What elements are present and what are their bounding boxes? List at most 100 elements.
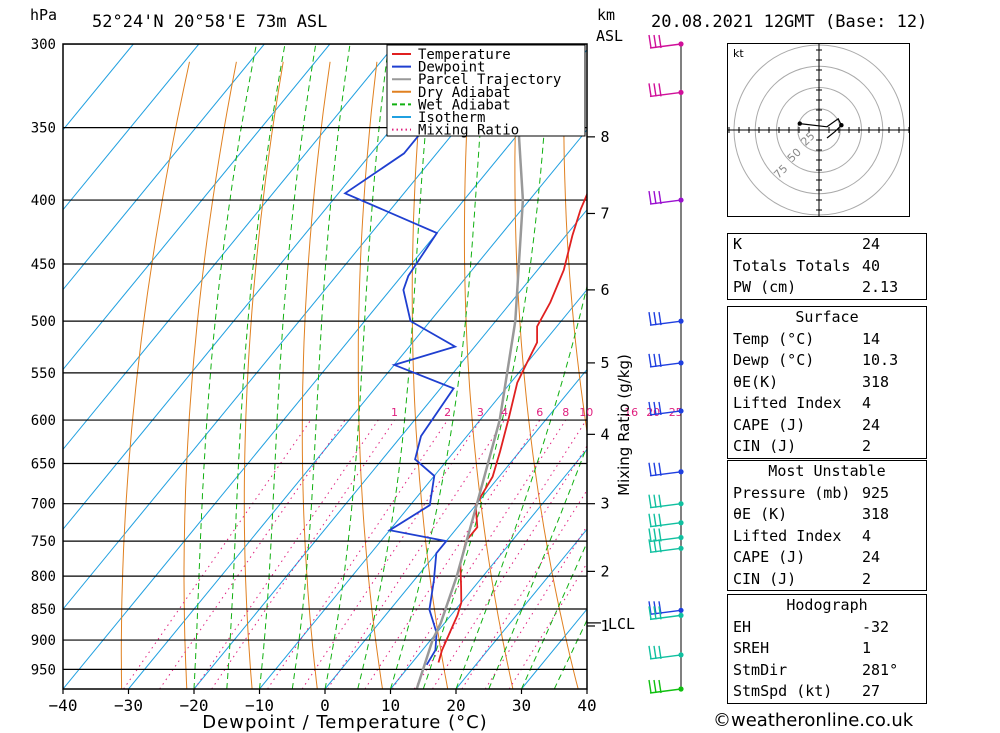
row-value: 40 xyxy=(862,256,881,275)
wet-adiabat-line xyxy=(455,284,587,689)
pressure-tick-label: 450 xyxy=(31,257,56,273)
dry-adiabat-line xyxy=(411,61,449,689)
legend-entry: Temperature xyxy=(418,47,511,63)
x-axis-label: Dewpoint / Temperature (°C) xyxy=(202,712,487,733)
row-value: 4 xyxy=(862,394,872,412)
x-tick-label: 20 xyxy=(446,696,465,715)
legend-entry: Parcel Trajectory xyxy=(418,72,561,88)
km-tick-label: 5 xyxy=(600,354,609,372)
dry-adiabat-line xyxy=(463,61,514,689)
km-tick-label: 3 xyxy=(600,495,609,513)
legend-entry: Wet Adiabat xyxy=(418,97,511,113)
most-unstable-table: Most Unstable Pressure (mb) 925 θE (K) 318 Li… xyxy=(727,460,927,591)
pressure-tick-label: 650 xyxy=(31,456,56,472)
wind-barb xyxy=(648,513,684,528)
hodograph-table: Hodograph EH -32 SREH 1 StmDir 281° StmSpd (kt)… xyxy=(727,594,927,704)
hodograph-trace xyxy=(799,117,843,139)
pressure-tick-label: 850 xyxy=(31,602,56,618)
dry-adiabat-line xyxy=(357,61,383,689)
table-row: StmSpd (kt) 27 xyxy=(728,681,926,703)
row-value: 2.13 xyxy=(862,278,899,296)
hodograph-point xyxy=(797,121,802,126)
row-value: -32 xyxy=(862,617,890,636)
row-value: 24 xyxy=(862,548,881,566)
mixing-ratio-line xyxy=(364,419,541,689)
row-label: CAPE (J) xyxy=(733,548,806,566)
wind-barb xyxy=(648,494,684,509)
mixing-ratio-label: 4 xyxy=(501,406,508,419)
wind-barb xyxy=(648,353,684,368)
row-label: θE (K) xyxy=(733,505,788,523)
row-label: CIN (J) xyxy=(733,437,797,455)
mixing-ratio-line xyxy=(413,419,587,689)
table-row: CIN (J) 2 xyxy=(728,436,926,458)
row-label: Lifted Index xyxy=(733,394,842,412)
mixing-ratio-label: 16 xyxy=(624,406,638,419)
hodograph-unit-label: kt xyxy=(733,47,744,60)
wet-adiabat-line xyxy=(259,44,317,689)
dry-adiabat-line xyxy=(986,62,1000,689)
index-row: PW (cm) 2.13 xyxy=(728,277,926,299)
mixing-ratio-line xyxy=(123,419,312,689)
mixing-ratio-line xyxy=(194,419,379,689)
legend-entry: Dry Adiabat xyxy=(418,85,511,101)
km-tick-label: 1 xyxy=(600,617,609,635)
row-value: 27 xyxy=(862,682,881,700)
row-label: θE(K) xyxy=(733,372,779,391)
isotherm-line xyxy=(193,208,587,689)
mixing-ratio-line xyxy=(461,489,587,689)
x-tick-label: −20 xyxy=(180,696,209,715)
wind-barb xyxy=(648,401,684,416)
table-row: Temp (°C) 14 xyxy=(728,329,926,351)
table-row: Dewp (°C) 10.3 xyxy=(728,350,926,372)
x-tick-label: −10 xyxy=(245,696,274,715)
x-tick-label: 0 xyxy=(320,696,330,715)
mixing-ratio-axis-label: Mixing Ratio (g/kg) xyxy=(615,354,633,496)
isotherm-line xyxy=(63,44,527,610)
table-row: CAPE (J) 24 xyxy=(728,415,926,437)
wet-adiabat-line xyxy=(291,44,351,689)
mixing-ratio-line xyxy=(327,419,505,689)
row-label: CAPE (J) xyxy=(733,415,806,434)
isotherm-line xyxy=(390,448,587,689)
x-tick-label: −30 xyxy=(114,696,143,715)
row-value: 2 xyxy=(862,437,872,455)
x-tick-label: 10 xyxy=(381,696,400,715)
indices-table: K 24 Totals Totals 40 PW (cm) 2.13 xyxy=(727,233,927,300)
legend-entry: Dewpoint xyxy=(418,60,485,76)
table-title: Surface xyxy=(795,308,859,326)
mixing-ratio-label: 6 xyxy=(536,406,543,419)
table-row: θE (K) 318 xyxy=(728,504,926,526)
index-row: Totals Totals 40 xyxy=(728,256,926,278)
row-value: 24 xyxy=(862,415,881,434)
table-row: θE(K) 318 xyxy=(728,372,926,394)
pressure-tick-label: 550 xyxy=(31,366,56,382)
row-label: StmDir xyxy=(733,660,788,679)
isotherm-line xyxy=(128,129,587,689)
wet-adiabat-line xyxy=(488,444,587,689)
km-unit-label: km xyxy=(597,6,616,24)
pressure-tick-label: 400 xyxy=(31,193,56,209)
km-tick-label: 4 xyxy=(600,425,609,443)
pressure-tick-label: 700 xyxy=(31,497,56,513)
mixing-ratio-line xyxy=(391,419,567,689)
wet-adiabat-line xyxy=(357,44,435,689)
dry-adiabat-line xyxy=(243,61,284,689)
isotherm-line xyxy=(455,528,587,689)
pressure-tick-label: 300 xyxy=(31,37,56,53)
wind-barb xyxy=(648,34,684,49)
row-value: 14 xyxy=(862,329,881,348)
wind-barb xyxy=(648,312,684,326)
km-tick-label: 8 xyxy=(600,128,609,146)
dry-adiabat-line xyxy=(563,61,587,435)
mixing-ratio-label: 10 xyxy=(579,406,593,419)
wet-adiabat-line xyxy=(193,44,257,689)
lcl-label: LCL xyxy=(608,615,635,633)
row-label: EH xyxy=(733,617,752,636)
row-label: Dewp (°C) xyxy=(733,351,815,369)
location-label: 52°24'N 20°58'E 73m ASL xyxy=(92,12,328,32)
isotherm-line xyxy=(63,44,462,531)
table-row: EH -32 xyxy=(728,617,926,639)
